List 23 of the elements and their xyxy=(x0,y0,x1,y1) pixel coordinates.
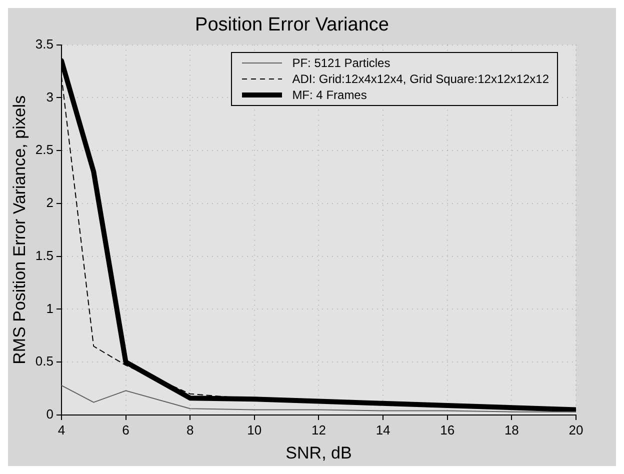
y-tick-label: 0 xyxy=(46,406,54,422)
y-tick-label: 2.5 xyxy=(35,142,54,158)
x-axis-title: SNR, dB xyxy=(286,443,352,462)
legend-label: MF: 4 Frames xyxy=(292,87,367,103)
x-tick-label: 16 xyxy=(440,422,455,438)
y-tick-label: 3.5 xyxy=(35,36,54,52)
y-tick-label: 1 xyxy=(46,300,54,316)
y-axis-title: RMS Position Error Variance, pixels xyxy=(10,95,29,364)
legend-label: ADI: Grid:12x4x12x4, Grid Square:12x12x12x12 xyxy=(292,71,549,87)
chart-title: Position Error Variance xyxy=(195,14,389,36)
y-tick-label: 2 xyxy=(46,195,54,210)
x-tick-label: 14 xyxy=(376,422,390,438)
x-tick-label: 4 xyxy=(58,422,66,438)
x-tick-label: 10 xyxy=(247,422,262,438)
y-tick-label: 1.5 xyxy=(35,248,54,263)
x-tick-label: 20 xyxy=(568,422,584,438)
legend-label: PF: 5121 Particles xyxy=(292,55,390,71)
x-tick-label: 18 xyxy=(504,422,519,438)
y-tick-label: 0.5 xyxy=(35,354,54,369)
x-tick-label: 6 xyxy=(122,422,130,438)
x-tick-label: 12 xyxy=(312,422,326,438)
x-tick-label: 8 xyxy=(186,422,194,438)
y-tick-label: 3 xyxy=(46,89,54,104)
